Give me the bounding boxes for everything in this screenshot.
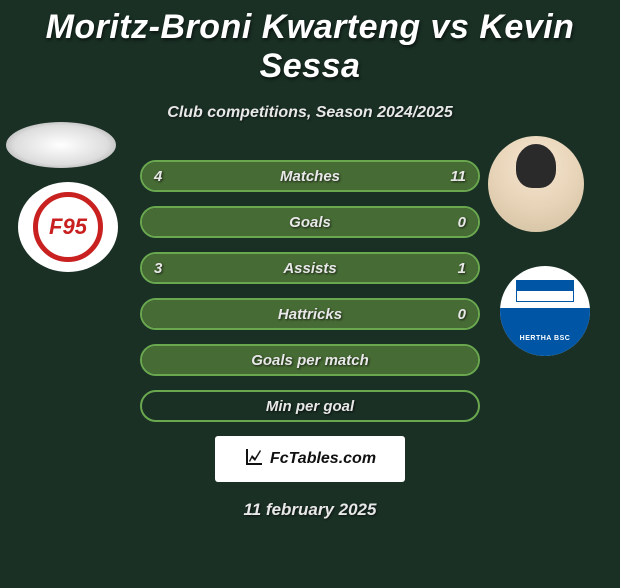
stat-label: Matches (280, 168, 340, 185)
stat-row: Goals per match (140, 344, 480, 376)
stat-label: Goals per match (251, 352, 369, 369)
player-left-avatar (6, 122, 116, 168)
stat-value-right: 1 (458, 260, 466, 277)
stat-label: Min per goal (266, 398, 354, 415)
comparison-subtitle: Club competitions, Season 2024/2025 (0, 104, 620, 122)
stat-row: 4 11 Matches (140, 160, 480, 192)
brand-badge: FcTables.com (215, 436, 405, 482)
club-left-crest: F95 (18, 182, 118, 272)
stat-value-left: 4 (154, 168, 162, 185)
stat-fill-right (233, 162, 478, 190)
chart-icon (244, 447, 264, 472)
stat-row: 0 Goals (140, 206, 480, 238)
comparison-title: Moritz-Broni Kwarteng vs Kevin Sessa (0, 8, 620, 86)
club-right-crest: HERTHA BSC (500, 266, 590, 356)
stat-value-left: 3 (154, 260, 162, 277)
stat-row: 3 1 Assists (140, 252, 480, 284)
stat-row: 0 Hattricks (140, 298, 480, 330)
stat-value-right: 11 (450, 168, 466, 185)
stat-value-right: 0 (458, 214, 466, 231)
snapshot-date: 11 february 2025 (0, 500, 620, 520)
stat-label: Hattricks (278, 306, 342, 323)
stat-value-right: 0 (458, 306, 466, 323)
stat-fill-left (142, 254, 394, 282)
stat-row: Min per goal (140, 390, 480, 422)
stat-label: Assists (283, 260, 336, 277)
player-right-avatar (488, 136, 584, 232)
stat-label: Goals (289, 214, 331, 231)
brand-text: FcTables.com (270, 450, 376, 468)
